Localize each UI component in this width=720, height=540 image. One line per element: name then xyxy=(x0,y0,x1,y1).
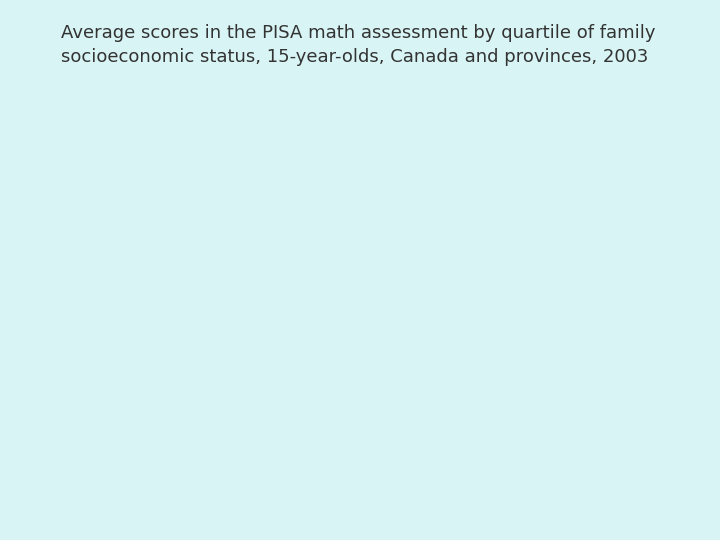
Text: Average scores in the PISA math assessment by quartile of family
socioeconomic s: Average scores in the PISA math assessme… xyxy=(61,24,656,66)
